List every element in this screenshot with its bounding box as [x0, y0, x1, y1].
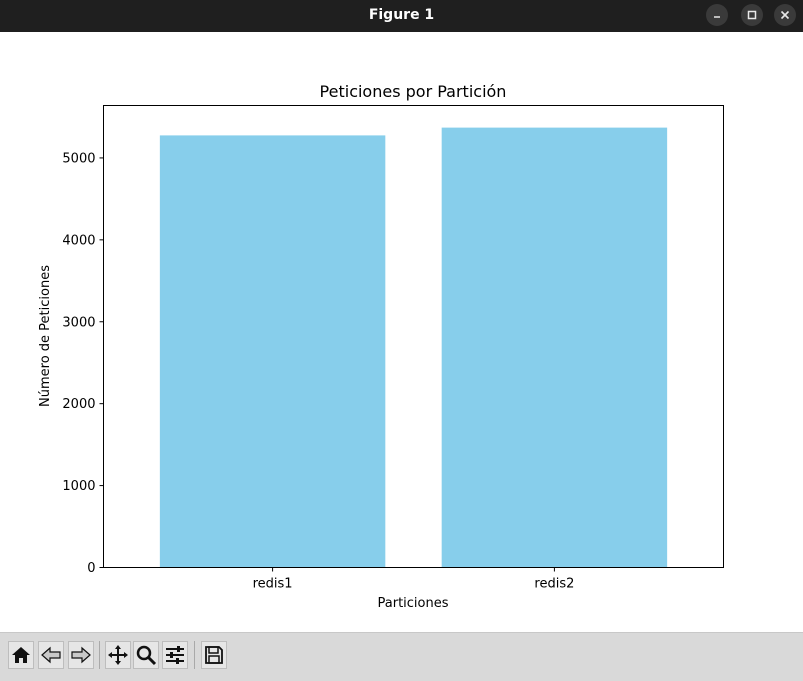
forward-arrow-icon — [71, 646, 91, 664]
configure-subplots-icon — [166, 646, 184, 664]
toolbar-separator — [194, 641, 195, 669]
back-arrow-icon — [41, 646, 61, 664]
navigation-toolbar — [0, 632, 803, 681]
close-button[interactable] — [774, 4, 796, 26]
y-tick-label: 5000 — [62, 151, 95, 166]
plot-area-frame — [103, 105, 724, 568]
zoom-button[interactable] — [133, 641, 159, 669]
y-tick-label: 1000 — [62, 479, 95, 494]
pan-button[interactable] — [105, 641, 131, 669]
back-button[interactable] — [38, 641, 64, 669]
x-tick-label: redis1 — [253, 577, 293, 592]
maximize-button[interactable] — [741, 4, 763, 26]
home-icon — [12, 647, 30, 663]
home-button[interactable] — [8, 641, 34, 669]
bar-chart: Peticiones por Partición 0 1000 2000 3000 40… — [38, 82, 724, 611]
y-tick-label: 0 — [87, 561, 95, 576]
toolbar-separator — [99, 641, 100, 669]
y-tick-label: 2000 — [62, 397, 95, 412]
minimize-button[interactable] — [706, 4, 728, 26]
bar-redis1 — [159, 135, 386, 568]
window-title: Figure 1 — [368, 7, 435, 23]
x-tick-label: redis2 — [534, 577, 574, 592]
minimize-icon — [714, 16, 720, 18]
y-tick-label: 3000 — [62, 315, 95, 330]
zoom-icon — [136, 645, 157, 666]
chart-title: Peticiones por Partición — [320, 82, 507, 101]
close-icon — [780, 10, 790, 20]
y-tick-label: 4000 — [62, 233, 95, 248]
forward-button[interactable] — [68, 641, 94, 669]
figure-canvas[interactable]: Peticiones por Partición 0 1000 2000 3000 40… — [5, 32, 803, 632]
title-bar[interactable]: Figure 1 — [0, 0, 803, 32]
save-button[interactable] — [201, 641, 227, 669]
y-axis-label: Número de Peticiones — [38, 265, 53, 407]
configure-subplots-button[interactable] — [162, 641, 188, 669]
x-axis-label: Particiones — [378, 596, 449, 611]
bar-redis2 — [441, 127, 668, 568]
save-icon — [205, 646, 223, 664]
pan-icon — [108, 645, 128, 665]
maximize-icon — [747, 10, 757, 20]
